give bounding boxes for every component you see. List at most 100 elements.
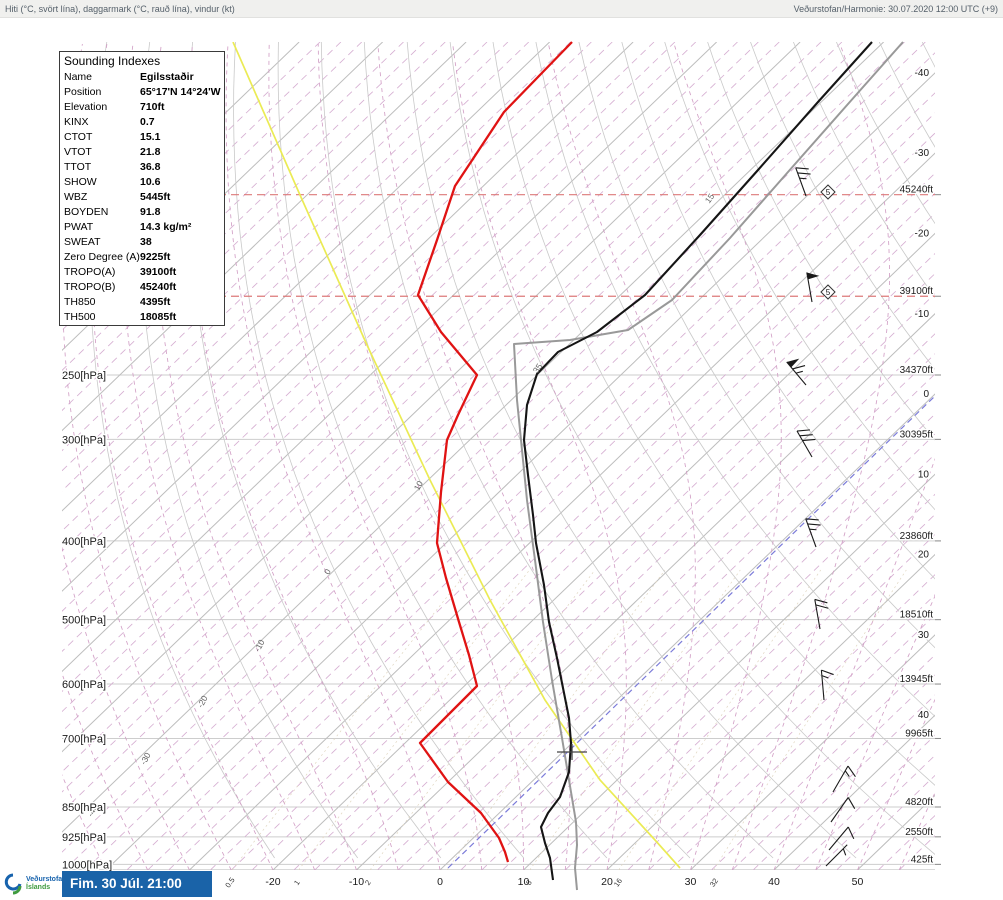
mixing-ratio-label: 32 [708, 877, 720, 889]
temperature-trace [522, 41, 873, 881]
index-value: 45240ft [140, 281, 177, 293]
index-label: KINX [64, 116, 89, 128]
index-row: WBZ 5445ft [60, 190, 224, 205]
svg-text:30: 30 [685, 876, 697, 888]
index-value: 39100ft [140, 266, 177, 278]
reference-curve-yellow [232, 42, 681, 869]
index-label: CTOT [64, 131, 93, 143]
index-row: TTOT 36.8 [60, 160, 224, 175]
svg-text:9965ft: 9965ft [905, 728, 933, 739]
svg-text:-40: -40 [915, 68, 930, 79]
index-label: TH850 [64, 296, 96, 308]
index-row: BOYDEN 91.8 [60, 205, 224, 220]
svg-text:40: 40 [768, 876, 780, 888]
header-bar: Hiti (°C, svört lína), daggarmark (°C, r… [0, 0, 1003, 18]
svg-text:-20: -20 [915, 228, 930, 239]
axis-labels: 250[hPa] 300[hPa] 400[hPa] 500[hPa] 600[hPa]… [61, 66, 941, 890]
index-row: KINX 0.7 [60, 115, 224, 130]
index-value: 36.8 [140, 161, 161, 173]
index-label: TROPO(B) [64, 281, 116, 293]
index-row: SWEAT 38 [60, 235, 224, 250]
logo-text-line2: Íslands [26, 884, 51, 891]
logo-text-line1: Veðurstofa [26, 876, 63, 883]
index-value: 91.8 [140, 206, 161, 218]
svg-text:5: 5 [826, 288, 831, 297]
index-row: Position 65°17'N 14°24'W [60, 85, 224, 100]
index-value: 21.8 [140, 146, 161, 158]
index-label: BOYDEN [64, 206, 109, 218]
index-label: PWAT [64, 221, 94, 233]
index-label: VTOT [64, 146, 92, 158]
svg-text:34370ft: 34370ft [900, 365, 934, 376]
index-label: TTOT [64, 161, 92, 173]
index-row: TROPO(B) 45240ft [60, 280, 224, 295]
svg-text:20: 20 [601, 876, 613, 888]
svg-text:5: 5 [826, 188, 831, 197]
svg-text:-30: -30 [915, 148, 930, 159]
index-label: TH500 [64, 311, 96, 323]
index-label: SWEAT [64, 236, 101, 248]
svg-text:39100ft: 39100ft [900, 286, 934, 297]
index-value: 10.6 [140, 176, 161, 188]
index-label: Name [64, 71, 93, 83]
svg-text:700[hPa]: 700[hPa] [62, 733, 106, 745]
index-label: WBZ [64, 191, 88, 203]
svg-text:-20: -20 [265, 876, 280, 888]
svg-text:20: 20 [918, 550, 930, 561]
index-label: TROPO(A) [64, 266, 116, 278]
svg-text:-10: -10 [915, 309, 930, 320]
index-value: 4395ft [140, 296, 171, 308]
index-value: 15.1 [140, 131, 161, 143]
index-label: Zero Degree (A) [64, 251, 140, 263]
index-row: TH850 4395ft [60, 295, 224, 310]
index-row: TROPO(A) 39100ft [60, 265, 224, 280]
svg-text:300[hPa]: 300[hPa] [62, 434, 106, 446]
svg-text:600[hPa]: 600[hPa] [62, 679, 106, 691]
secondary-trace [513, 41, 904, 891]
index-label: SHOW [64, 176, 97, 188]
sounding-indexes-title: Sounding Indexes [64, 54, 161, 68]
index-value: 9225ft [140, 251, 171, 263]
curve-label: -30 [138, 751, 153, 767]
svg-text:400[hPa]: 400[hPa] [62, 536, 106, 548]
svg-text:50: 50 [852, 876, 864, 888]
svg-text:40: 40 [918, 710, 930, 721]
curve-label: 0 [322, 567, 333, 576]
index-value: 5445ft [140, 191, 171, 203]
svg-text:500[hPa]: 500[hPa] [62, 615, 106, 627]
curve-label: 10 [412, 479, 425, 492]
mixing-ratio-label: 0.5 [223, 876, 236, 890]
curve-label: -20 [195, 694, 210, 710]
dewpoint-trace [416, 41, 573, 863]
svg-text:0: 0 [923, 389, 929, 400]
index-value: 14.3 kg/m² [140, 221, 192, 233]
header-legend-label: Hiti (°C, svört lína), daggarmark (°C, r… [5, 3, 235, 14]
svg-text:425ft: 425ft [911, 854, 933, 865]
index-label: Position [64, 86, 102, 98]
index-row: Zero Degree (A) 9225ft [60, 250, 224, 265]
index-row: PWAT 14.3 kg/m² [60, 220, 224, 235]
valid-time-badge: Fim. 30 Júl. 21:00 [62, 871, 212, 897]
index-value: 18085ft [140, 311, 177, 323]
surface-mixing-line [447, 395, 935, 869]
tropopause-marker: 5 [820, 284, 836, 300]
sounding-indexes-panel: Sounding Indexes Name Egilsstaðir Position… [59, 51, 225, 326]
vedurstofa-logo: Veðurstofa Íslands [3, 872, 62, 896]
svg-text:13945ft: 13945ft [900, 674, 934, 685]
svg-text:30: 30 [918, 630, 930, 641]
mixing-ratio-label: 16 [612, 877, 624, 889]
index-value: Egilsstaðir [140, 71, 194, 83]
wind-barbs: 55 [786, 167, 856, 867]
tropopause-marker: 5 [820, 184, 836, 200]
svg-text:4820ft: 4820ft [905, 797, 933, 808]
svg-text:0: 0 [437, 876, 443, 888]
svg-text:-10: -10 [349, 876, 364, 888]
svg-text:23860ft: 23860ft [900, 531, 934, 542]
index-row: Name Egilsstaðir [60, 70, 224, 85]
mixing-ratio-label: 1 [292, 878, 302, 887]
vedurstofa-logo-mark [4, 873, 22, 895]
svg-text:10: 10 [518, 876, 530, 888]
mixing-ratio-label: 2 [363, 878, 373, 887]
